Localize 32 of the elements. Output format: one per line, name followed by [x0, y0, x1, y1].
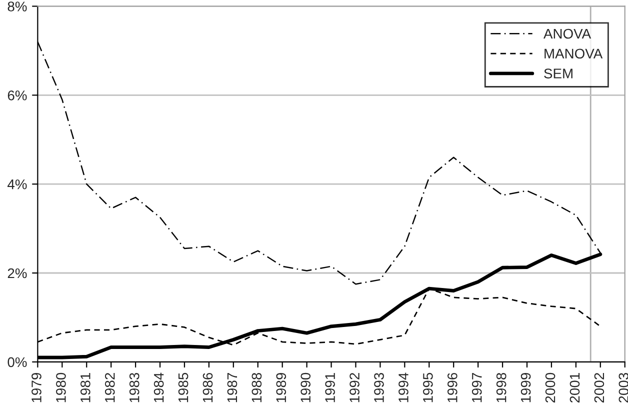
y-tick-label: 0% [8, 357, 27, 368]
x-tick-label: 1992 [350, 373, 360, 402]
x-tick-label: 1983 [129, 372, 140, 402]
legend-label: SEM [544, 68, 572, 78]
x-tick-label: 1985 [178, 372, 188, 402]
x-tick-label: 1995 [423, 372, 433, 402]
x-tick-label: 2002 [594, 373, 604, 403]
x-tick-label: 1998 [496, 372, 506, 402]
y-tick-label: 2% [8, 268, 27, 278]
legend-label: MANOVA [544, 48, 603, 59]
x-tick-label: 1990 [300, 372, 311, 402]
y-tick-label: 8% [8, 2, 27, 12]
x-tick-label: 2000 [545, 372, 556, 403]
x-tick-label: 1993 [374, 372, 384, 402]
x-tick-label: 1997 [472, 373, 482, 402]
y-tick-label: 4% [8, 179, 27, 190]
x-tick-label: 1981 [80, 373, 90, 402]
x-tick-label: 1989 [276, 372, 286, 402]
x-tick-label: 1988 [252, 372, 262, 402]
legend-label: ANOVA [543, 28, 592, 39]
x-tick-label: 1987 [227, 373, 238, 402]
x-tick-label: 1984 [154, 372, 164, 402]
x-tick-label: 1986 [202, 372, 213, 402]
x-tick-label: 1991 [325, 373, 335, 402]
y-tick-label: 6% [8, 90, 27, 100]
x-tick-label: 1979 [32, 372, 42, 402]
x-tick-label: 1996 [447, 372, 458, 402]
x-tick-label: 2001 [570, 373, 580, 403]
x-tick-label: 1982 [104, 373, 115, 402]
x-tick-label: 1980 [56, 372, 66, 402]
x-tick-label: 1994 [398, 372, 408, 402]
x-tick-label: 1999 [520, 372, 531, 402]
